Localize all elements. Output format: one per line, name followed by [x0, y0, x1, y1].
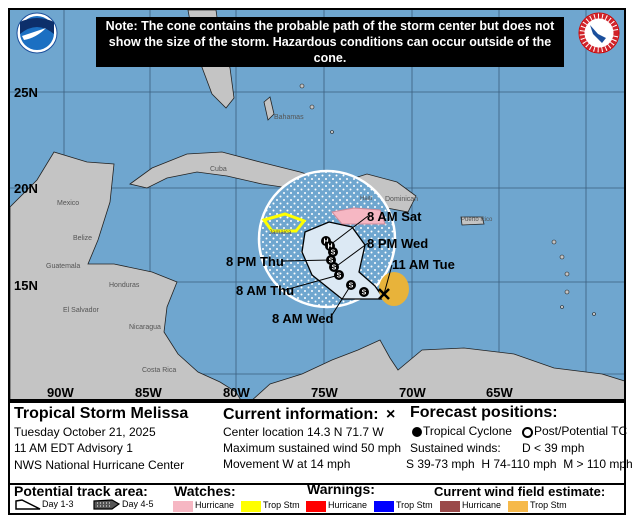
label-mexico: Mexico: [57, 200, 80, 207]
leader-lines: [281, 215, 393, 316]
svg-text:S: S: [329, 258, 334, 265]
svg-text:H: H: [327, 244, 332, 251]
south-america: [252, 339, 624, 399]
track-point-s: S: [334, 270, 344, 280]
storm-hurricane-winds: S 39-73 mph H 74-110 mph M > 110 mph: [406, 457, 633, 471]
forecast-label-8am-thu: 8 AM Thu: [236, 283, 295, 298]
label-jamaica: Jamaica: [269, 230, 292, 236]
label-el-salvador: El Salvador: [63, 307, 99, 314]
lon-label-75w: 75W: [311, 385, 338, 400]
tropical-cyclone-label: Tropical Cyclone: [423, 424, 512, 438]
hurricane-watch-swatch: [173, 501, 193, 512]
cone-note: Note: The cone contains the probable pat…: [96, 17, 564, 67]
label-belize: Belize: [73, 235, 93, 242]
advisory-date: Tuesday October 21, 2025: [14, 425, 156, 439]
noaa-logo[interactable]: [16, 10, 58, 56]
track-point-s: S: [329, 262, 339, 272]
map: H H S S S S S S Bahamas Cuba Mexico Beli…: [8, 8, 626, 401]
hurricane-warning-swatch: [306, 501, 326, 512]
lon-label-65w: 65W: [486, 385, 513, 400]
label-nicaragua: Nicaragua: [129, 324, 161, 331]
svg-text:S: S: [332, 265, 337, 272]
storm-name: Tropical Storm Melissa: [14, 405, 189, 422]
tropical-cyclone-icon: [412, 427, 422, 437]
depression-winds: D < 39 mph: [522, 441, 585, 455]
max-wind: Maximum sustained wind 50 mph: [223, 441, 402, 455]
trop-storm-wind-swatch: [508, 501, 528, 512]
trop-storm-wind-label: Trop Stm: [530, 500, 567, 510]
label-haiti: Haiti: [360, 196, 373, 202]
forecast-positions-title: Forecast positions:: [410, 404, 558, 421]
forecast-label-8pm-wed: 8 PM Wed: [367, 236, 429, 251]
map-canvas: H H S S S S S S: [10, 10, 624, 399]
label-cuba: Cuba: [210, 166, 227, 173]
issuing-center: NWS National Hurricane Center: [14, 458, 185, 472]
lon-label-80w: 80W: [223, 385, 250, 400]
label-puerto-rico: Puerto Rico: [461, 217, 493, 223]
hurricane-watch-label: Hurricane: [195, 500, 235, 510]
day-4-5-label: Day 4-5: [122, 499, 154, 509]
svg-text:S: S: [337, 273, 342, 280]
forecast-label-8am-sat: 8 AM Sat: [367, 209, 422, 224]
label-guatemala: Guatemala: [46, 263, 81, 270]
forecast-label-8pm-thu: 8 PM Thu: [226, 254, 284, 269]
track-point-s: S: [328, 247, 338, 257]
watches-title: Watches:: [174, 483, 236, 499]
current-position-x-icon: ×: [386, 406, 396, 423]
trop-storm-watch-jamaica: [261, 212, 307, 233]
lat-label-25n: 25N: [14, 85, 38, 100]
puerto-rico: [460, 216, 485, 226]
track-area-title: Potential track area:: [14, 483, 148, 499]
label-costa-rica: Costa Rica: [142, 367, 177, 374]
nws-logo[interactable]: [578, 10, 620, 56]
lon-label-70w: 70W: [399, 385, 426, 400]
lat-label-20n: 20N: [14, 181, 38, 196]
central-america: [10, 151, 241, 399]
label-bahamas: Bahamas: [274, 114, 304, 121]
forecast-label-8am-wed: 8 AM Wed: [272, 311, 334, 326]
trop-storm-warning-label: Trop Stm: [396, 500, 433, 510]
lon-label-85w: 85W: [135, 385, 162, 400]
center-location: Center location 14.3 N 71.7 W: [223, 425, 384, 439]
trop-storm-watch-swatch: [241, 501, 261, 512]
track-point-s: S: [346, 280, 356, 290]
current-info-title: Current information:: [223, 406, 379, 423]
current-position-x-icon: [378, 288, 390, 300]
andros: [263, 96, 275, 121]
lon-label-90w: 90W: [47, 385, 74, 400]
hurricane-wind-label: Hurricane: [462, 500, 502, 510]
hurricane-wind-swatch: [440, 501, 460, 512]
post-tc-icon: [522, 427, 533, 438]
svg-text:S: S: [349, 283, 354, 290]
post-tc-label: Post/Potential TC: [534, 424, 628, 438]
day-1-3-cone-icon: [15, 499, 41, 510]
wind-field-title: Current wind field estimate:: [434, 484, 606, 499]
lat-label-15n: 15N: [14, 278, 38, 293]
svg-text:S: S: [362, 290, 367, 297]
info-panel: Tropical Storm Melissa Tuesday October 2…: [8, 401, 633, 485]
day-4-5-cone-icon: [93, 499, 120, 510]
svg-text:H: H: [323, 239, 328, 246]
trop-storm-wind-field: [379, 272, 409, 306]
track-point-s: S: [359, 287, 369, 297]
warnings-title: Warnings:: [307, 481, 375, 497]
label-dominican: Dominican: [385, 196, 419, 203]
hurricane-watch-haiti: [331, 207, 386, 225]
trop-storm-warning-swatch: [374, 501, 394, 512]
svg-text:S: S: [331, 250, 336, 257]
hurricane-warning-label: Hurricane: [328, 500, 368, 510]
advisory-number: 11 AM EDT Advisory 1: [14, 441, 133, 455]
day-1-3-label: Day 1-3: [42, 499, 74, 509]
sustained-winds-label: Sustained winds:: [410, 441, 501, 455]
track-points: H H S S S S S S: [321, 236, 390, 300]
legend-panel: Potential track area: Day 1-3 Day 4-5 Wa…: [8, 481, 626, 515]
label-honduras: Honduras: [109, 282, 140, 289]
movement: Movement W at 14 mph: [223, 457, 351, 471]
forecast-label-11am-tue: 11 AM Tue: [392, 257, 455, 272]
trop-storm-watch-label: Trop Stm: [263, 500, 300, 510]
